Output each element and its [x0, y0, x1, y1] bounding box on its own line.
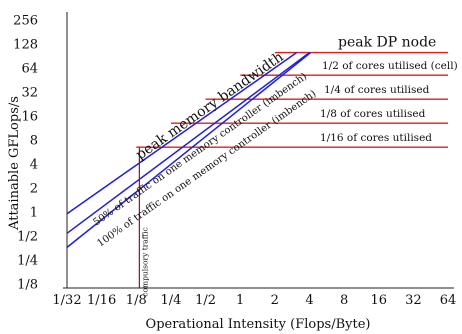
y-axis-title: Attainable GFLops/s — [7, 96, 22, 231]
x-tick-label: 64 — [440, 293, 457, 308]
x-axis-title: Operational Intensity (Flops/Byte) — [146, 317, 371, 332]
compute-roof-label: 1/16 of cores utilised — [320, 132, 432, 144]
y-tick-labels: 256 128 64 32 16 8 4 2 1 1/2 1/4 1/8 — [13, 14, 38, 293]
x-tick-label: 1 — [236, 293, 244, 308]
x-tick-label: 32 — [405, 293, 422, 308]
compute-roof-label: 1/4 of cores utilised — [324, 84, 430, 96]
compulsory-traffic: compulsory traffic — [138, 147, 149, 297]
y-tick-label: 4 — [30, 158, 38, 173]
x-tick-label: 1/2 — [195, 293, 216, 308]
compute-roof-label: 1/2 of cores utilised (cell) — [322, 60, 458, 72]
bandwidth-roof-line — [66, 51, 312, 248]
y-tick-label: 1 — [30, 206, 38, 221]
y-tick-label: 16 — [21, 110, 38, 125]
y-tick-label: 128 — [13, 38, 38, 53]
x-tick-label: 1/16 — [87, 293, 116, 308]
compute-roof-label: 1/8 of cores utilised — [320, 108, 426, 120]
x-tick-label: 1/4 — [160, 293, 181, 308]
x-tick-label: 1/8 — [126, 293, 147, 308]
x-tick-label: 2 — [271, 293, 279, 308]
roof-labels: peak DP node 1/2 of cores utilised (cell)… — [91, 35, 457, 250]
x-tick-label: 8 — [340, 293, 348, 308]
axes — [63, 12, 454, 289]
y-tick-label: 1/4 — [17, 254, 38, 269]
y-tick-label: 1/2 — [17, 230, 38, 245]
x-tick-label: 4 — [305, 293, 313, 308]
y-tick-label: 256 — [13, 14, 38, 29]
compulsory-traffic-label: compulsory traffic — [140, 227, 149, 296]
bandwidth-roof-line — [66, 51, 310, 234]
bandwidth-roof-label: 50% of traffic on one memory controller … — [91, 71, 309, 228]
x-tick-labels: 1/32 1/16 1/8 1/4 1/2 1 2 4 8 16 32 64 — [52, 293, 456, 308]
y-tick-label: 1/8 — [17, 278, 38, 293]
y-tick-label: 64 — [21, 62, 38, 77]
x-tick-label: 16 — [370, 293, 387, 308]
y-tick-label: 2 — [30, 182, 38, 197]
x-tick-label: 1/32 — [52, 293, 81, 308]
compute-roof-label: peak DP node — [338, 35, 436, 51]
y-tick-label: 32 — [21, 86, 38, 101]
y-tick-label: 8 — [30, 134, 38, 149]
bandwidth-roof-line — [66, 51, 298, 215]
bandwidth-roof-lines — [66, 51, 312, 248]
